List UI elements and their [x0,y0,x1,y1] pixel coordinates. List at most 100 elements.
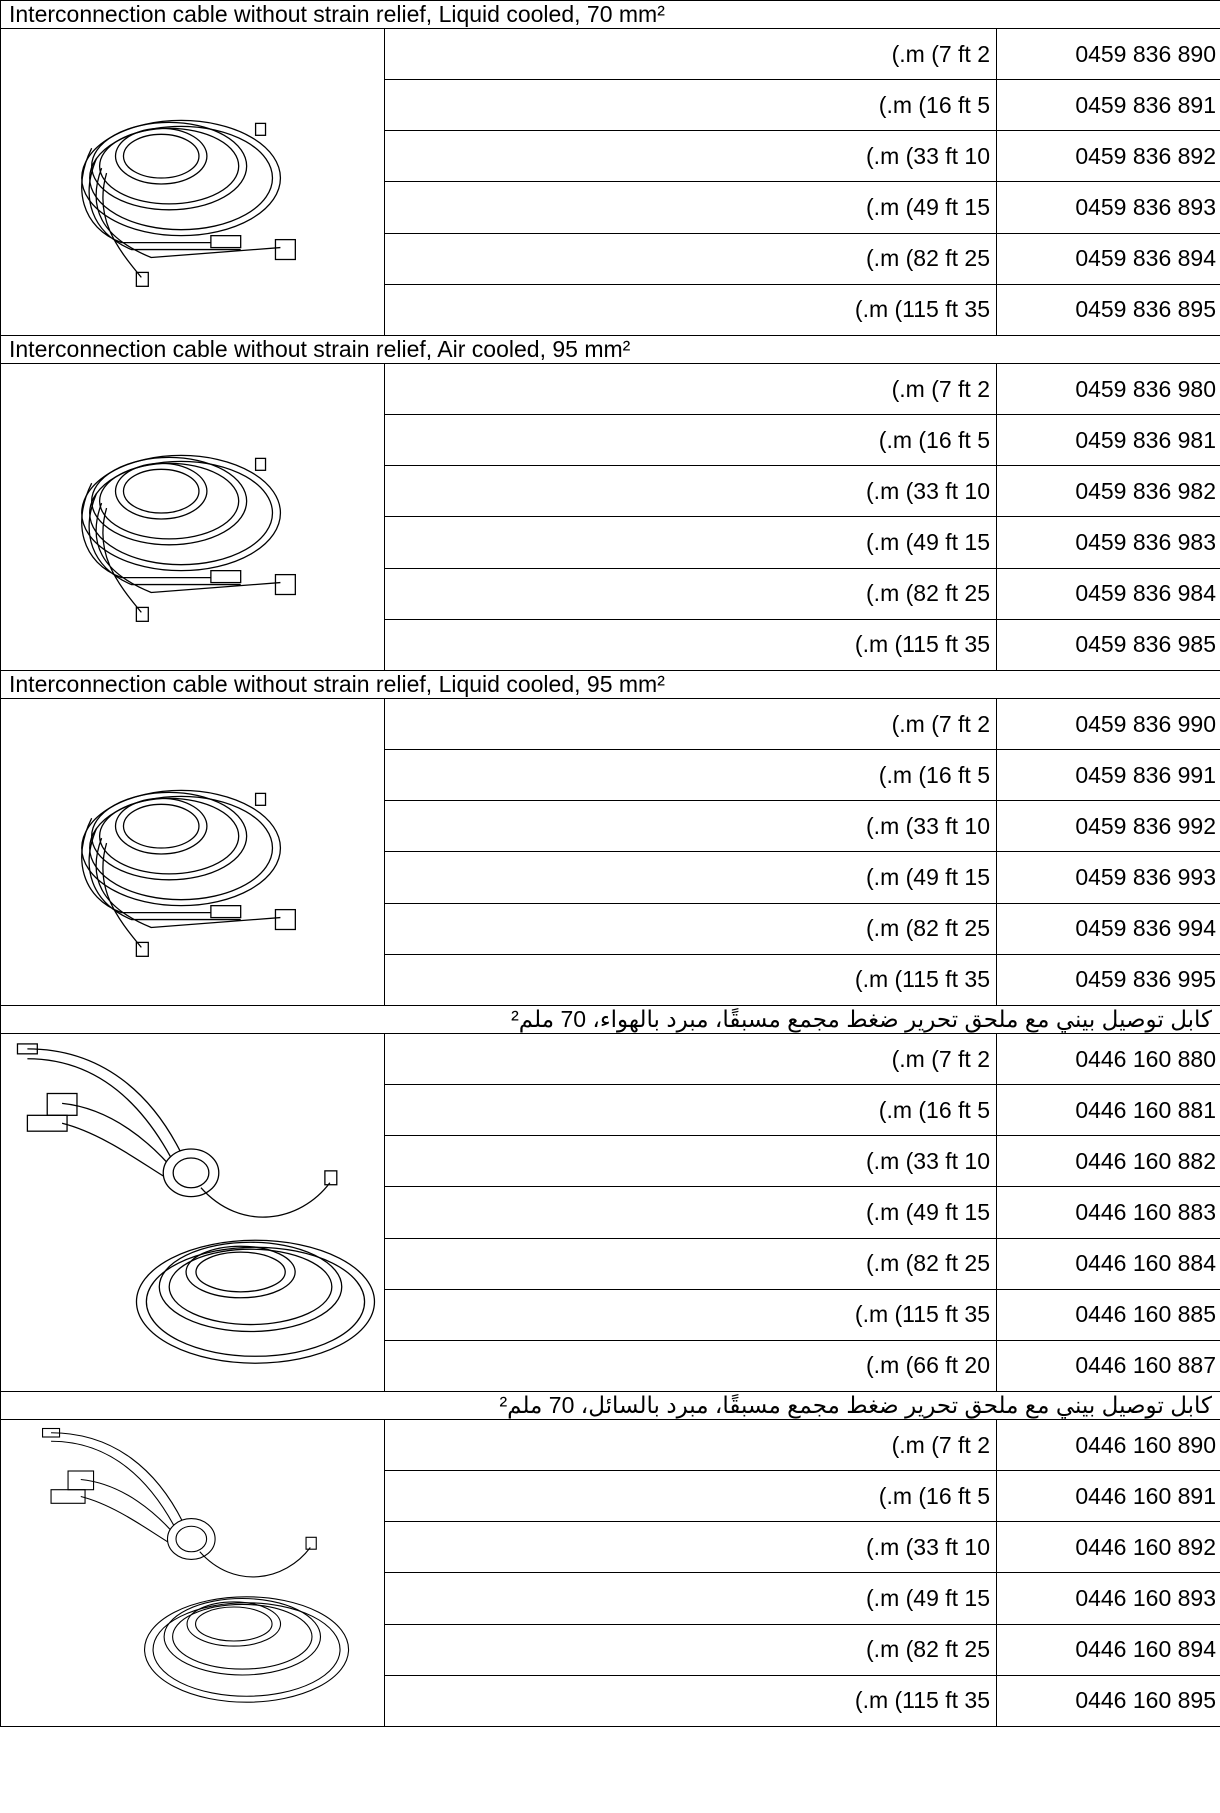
item-row: (.m (82 ft 25 0446 160 894 [1,1623,1220,1676]
part-number: 0459 836 981 [995,414,1220,467]
item-row: (.m (33 ft 10 0446 160 892 [1,1521,1220,1574]
length: (.m (115 ft 35 [384,283,997,337]
part-number: 0446 160 895 [995,1674,1220,1728]
part-number: 0459 836 890 [995,27,1220,81]
part-number: 0446 160 890 [995,1418,1220,1472]
image-cell [0,698,385,1006]
length: (.m (82 ft 25 [384,902,997,955]
length: (.m (115 ft 35 [384,618,997,672]
part-number: 0459 836 894 [995,232,1220,285]
part-number: 0459 836 995 [995,953,1220,1007]
item-row: (.m (49 ft 15 0459 836 893 [1,181,1220,234]
section-title: كابل توصيل بيني مع ملحق تحرير ضغط مجمع م… [0,1005,1220,1034]
length: (.m (49 ft 15 [384,851,997,904]
length: (.m (49 ft 15 [384,1186,997,1239]
item-row: (.m (7 ft 2 0459 836 890 [0,27,1220,336]
length: (.m (49 ft 15 [384,516,997,569]
length: (.m (7 ft 2 [384,1032,997,1086]
length: (.m (7 ft 2 [384,27,997,81]
part-number: 0459 836 993 [995,851,1220,904]
part-number: 0459 836 984 [995,567,1220,620]
item-row: (.m (115 ft 35 0446 160 895 [1,1674,1220,1728]
section-title: Interconnection cable without strain rel… [0,335,1220,364]
item-row: (.m (33 ft 10 0459 836 892 [1,130,1220,183]
section-header-row: Interconnection cable without strain rel… [0,0,1220,29]
length: (.m (82 ft 25 [384,1237,997,1290]
part-number: 0459 836 992 [995,800,1220,853]
part-number: 0459 836 994 [995,902,1220,955]
item-row: (.m (16 ft 5 0459 836 981 [1,414,1220,467]
section-title: Interconnection cable without strain rel… [0,670,1220,699]
image-cell [0,1033,385,1392]
cable-image [81,454,296,622]
part-number: 0446 160 880 [995,1032,1220,1086]
part-number: 0446 160 893 [995,1572,1220,1625]
length: (.m (82 ft 25 [384,567,997,620]
part-number: 0446 160 884 [995,1237,1220,1290]
item-row: (.m (82 ft 25 0446 160 884 [1,1237,1220,1290]
part-number: 0446 160 881 [995,1084,1220,1137]
item-row: (.m (49 ft 15 0459 836 993 [1,851,1220,904]
length: (.m (33 ft 10 [384,800,997,853]
item-row: (.m (16 ft 5 0446 160 891 [1,1470,1220,1523]
item-row: (.m (7 ft 2 0446 160 880 [0,1032,1220,1392]
part-number: 0446 160 894 [995,1623,1220,1676]
length: (.m (66 ft 20 [384,1339,997,1393]
item-row: (.m (115 ft 35 0459 836 995 [1,953,1220,1007]
section-header-row: كابل توصيل بيني مع ملحق تحرير ضغط مجمع م… [0,1391,1220,1420]
item-row: (.m (82 ft 25 0459 836 984 [1,567,1220,620]
length: (.m (16 ft 5 [384,1084,997,1137]
length: (.m (82 ft 25 [384,232,997,285]
part-number: 0446 160 891 [995,1470,1220,1523]
length: (.m (49 ft 15 [384,181,997,234]
cable-image [16,1043,376,1364]
item-row: (.m (16 ft 5 0446 160 881 [1,1084,1220,1137]
cable-image [81,789,296,957]
part-number: 0459 836 895 [995,283,1220,337]
length: (.m (82 ft 25 [384,1623,997,1676]
part-number: 0459 836 891 [995,79,1220,132]
part-number: 0459 836 982 [995,465,1220,518]
section-header-row: Interconnection cable without strain rel… [0,335,1220,364]
length: (.m (7 ft 2 [384,697,997,751]
part-number: 0459 836 991 [995,749,1220,802]
length: (.m (7 ft 2 [384,1418,997,1472]
item-row: (.m (33 ft 10 0459 836 982 [1,465,1220,518]
item-row: (.m (49 ft 15 0459 836 983 [1,516,1220,569]
length: (.m (33 ft 10 [384,1521,997,1574]
length: (.m (115 ft 35 [384,1288,997,1341]
item-row: (.m (16 ft 5 0459 836 891 [1,79,1220,132]
length: (.m (16 ft 5 [384,414,997,467]
part-number: 0459 836 893 [995,181,1220,234]
item-row: (.m (115 ft 35 0459 836 985 [1,618,1220,672]
item-row: (.m (49 ft 15 0446 160 883 [1,1186,1220,1239]
section-header-row: Interconnection cable without strain rel… [0,670,1220,699]
length: (.m (16 ft 5 [384,749,997,802]
length: (.m (33 ft 10 [384,1135,997,1188]
item-row: (.m (7 ft 2 0446 160 890 [0,1418,1220,1727]
length: (.m (16 ft 5 [384,1470,997,1523]
cable-image [81,119,296,287]
item-row: (.m (33 ft 10 0459 836 992 [1,800,1220,853]
part-number: 0446 160 887 [995,1339,1220,1393]
length: (.m (115 ft 35 [384,1674,997,1728]
length: (.m (33 ft 10 [384,465,997,518]
part-number: 0446 160 892 [995,1521,1220,1574]
section-header-row: كابل توصيل بيني مع ملحق تحرير ضغط مجمع م… [0,1005,1220,1034]
item-row: (.m (115 ft 35 0459 836 895 [1,283,1220,337]
part-number: 0459 836 983 [995,516,1220,569]
part-number: 0459 836 892 [995,130,1220,183]
part-number: 0446 160 882 [995,1135,1220,1188]
item-row: (.m (49 ft 15 0446 160 893 [1,1572,1220,1625]
length: (.m (33 ft 10 [384,130,997,183]
item-row: (.m (66 ft 20 0446 160 887 [1,1339,1220,1393]
section-title: كابل توصيل بيني مع ملحق تحرير ضغط مجمع م… [0,1391,1220,1420]
length: (.m (7 ft 2 [384,362,997,416]
item-row: (.m (82 ft 25 0459 836 894 [1,232,1220,285]
image-cell [0,28,385,336]
item-row: (.m (16 ft 5 0459 836 991 [1,749,1220,802]
parts-table: Interconnection cable without strain rel… [0,0,1220,1728]
part-number: 0446 160 883 [995,1186,1220,1239]
